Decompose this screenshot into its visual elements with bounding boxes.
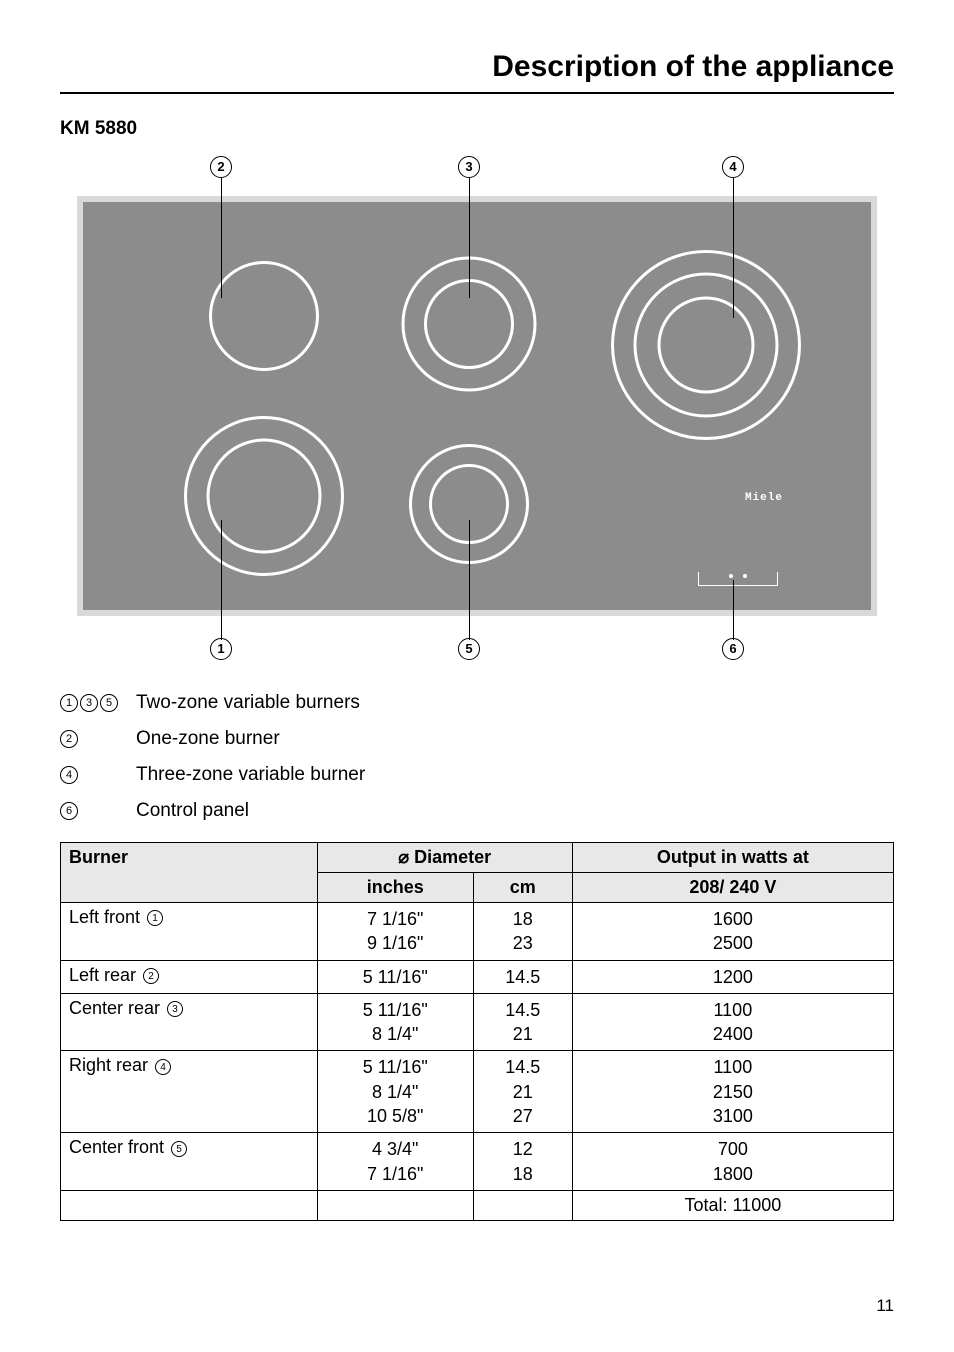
diameter-symbol: ⌀ [398,847,414,867]
cell-burner-name: Center front 5 [61,1133,318,1191]
leader-line [469,520,470,640]
table-row: Center rear 35 11/16"8 1/4"14.5211100240… [61,993,894,1051]
legend-row: 4 Three-zone variable burner [60,764,894,786]
circled-number: 5 [100,694,118,712]
legend-numbers: 2 [60,730,136,748]
leader-line [733,580,734,640]
cell-burner-name: Left rear 2 [61,960,318,993]
legend-text: Two-zone variable burners [136,692,360,714]
legend-row: 135Two-zone variable burners [60,692,894,714]
callout-number: 1 [210,638,232,660]
page-title: Description of the appliance [60,50,894,94]
legend-text: One-zone burner [136,728,280,750]
callout: 5 [458,638,480,660]
cell-inches: 5 11/16" [317,960,473,993]
circled-number: 1 [60,694,78,712]
table-row: Right rear 45 11/16"8 1/4"10 5/8"14.5212… [61,1051,894,1133]
circled-number: 4 [155,1059,171,1075]
legend-row: 6 Control panel [60,800,894,822]
legend-numbers: 6 [60,802,136,820]
cell-watts: 110021503100 [572,1051,893,1133]
callout: 4 [722,156,744,178]
cell-inches: 5 11/16"8 1/4" [317,993,473,1051]
cell-cm: 1218 [473,1133,572,1191]
th-diameter: ⌀ Diameter [317,843,572,873]
burner-ring [611,250,801,440]
cell-inches: 7 1/16"9 1/16" [317,903,473,961]
callout: 2 [210,156,232,178]
cell-total: Total: 11000 [572,1190,893,1220]
table-row: Center front 54 3/4"7 1/16"12187001800 [61,1133,894,1191]
table-row: Left front 17 1/16"9 1/16"182316002500 [61,903,894,961]
cell-empty [61,1190,318,1220]
model-number: KM 5880 [60,118,894,140]
cell-watts: 7001800 [572,1133,893,1191]
burner-ring [209,261,319,371]
callout-row-top: 2 3 4 [77,156,877,196]
circled-number: 3 [167,1001,183,1017]
circled-number: 4 [60,766,78,784]
spec-table: Burner ⌀ Diameter Output in watts at inc… [60,842,894,1221]
circled-number: 5 [171,1141,187,1157]
page-number: 11 [876,1296,894,1316]
legend-numbers: 135 [60,694,136,712]
callout-number: 5 [458,638,480,660]
cell-burner-name: Center rear 3 [61,993,318,1051]
th-inches: inches [317,873,473,903]
cell-cm: 14.521 [473,993,572,1051]
cell-empty [473,1190,572,1220]
cell-burner-name: Right rear 4 [61,1051,318,1133]
callout-number: 6 [722,638,744,660]
cooktop-diagram: 2 3 4 Miele 1 5 6 [77,156,877,662]
burner-ring [184,416,344,576]
legend-text: Control panel [136,800,249,822]
control-panel-icon [698,572,778,586]
brand-logo: Miele [745,492,783,504]
circled-number: 3 [80,694,98,712]
th-output-top: Output in watts at [572,843,893,873]
cell-inches: 4 3/4"7 1/16" [317,1133,473,1191]
leader-line [221,178,222,298]
circled-number: 2 [143,968,159,984]
cooktop-surface: Miele [77,196,877,616]
legend-row: 2 One-zone burner [60,728,894,750]
th-burner: Burner [61,843,318,903]
page: Description of the appliance KM 5880 234… [0,0,954,1352]
callout: 6 [722,638,744,660]
cell-watts: 16002500 [572,903,893,961]
legend: 135Two-zone variable burners2One-zone bu… [60,692,894,822]
leader-line [733,178,734,318]
legend-numbers: 4 [60,766,136,784]
leader-line [221,520,222,640]
cell-watts: 1200 [572,960,893,993]
callout: 3 [458,156,480,178]
callout-number: 3 [458,156,480,178]
cell-cm: 14.52127 [473,1051,572,1133]
table-row: Left rear 25 11/16"14.51200 [61,960,894,993]
th-output-bot: 208/ 240 V [572,873,893,903]
circled-number: 2 [60,730,78,748]
callout-number: 2 [210,156,232,178]
cell-inches: 5 11/16"8 1/4"10 5/8" [317,1051,473,1133]
callout: 1 [210,638,232,660]
cell-empty [317,1190,473,1220]
th-cm: cm [473,873,572,903]
callout-number: 4 [722,156,744,178]
cell-watts: 11002400 [572,993,893,1051]
cell-burner-name: Left front 1 [61,903,318,961]
cell-cm: 14.5 [473,960,572,993]
callout-row-bottom: 1 5 6 [77,616,877,662]
leader-line [469,178,470,298]
cell-cm: 1823 [473,903,572,961]
legend-text: Three-zone variable burner [136,764,365,786]
table-row-total: Total: 11000 [61,1190,894,1220]
circled-number: 1 [147,910,163,926]
circled-number: 6 [60,802,78,820]
